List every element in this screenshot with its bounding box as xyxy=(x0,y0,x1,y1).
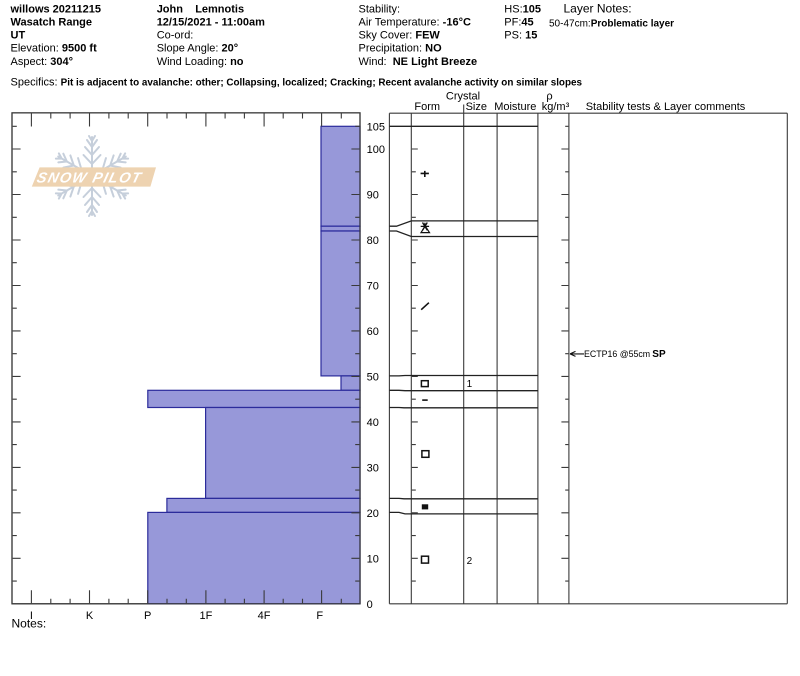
svg-text:ρ: ρ xyxy=(546,90,552,102)
svg-text:70: 70 xyxy=(367,281,379,293)
svg-text:Form: Form xyxy=(414,101,440,113)
svg-text:Sky Cover: FEW: Sky Cover: FEW xyxy=(359,30,441,42)
svg-text:Co-ord:: Co-ord: xyxy=(157,30,194,42)
svg-text:Layer Notes:: Layer Notes: xyxy=(564,2,632,16)
svg-text:PS: 15: PS: 15 xyxy=(504,30,537,42)
svg-text:10: 10 xyxy=(367,553,379,565)
svg-text:4F: 4F xyxy=(258,610,271,622)
svg-text:12/15/2021 - 11:00am: 12/15/2021 - 11:00am xyxy=(157,17,265,29)
svg-text:John Lemnotis: John Lemnotis xyxy=(157,3,244,15)
svg-text:SP: SP xyxy=(652,349,666,360)
svg-text:Wasatch Range: Wasatch Range xyxy=(11,17,93,29)
svg-text:60: 60 xyxy=(367,326,379,338)
svg-text:Wind: NE Light Breeze: Wind: NE Light Breeze xyxy=(359,56,478,68)
svg-text:2: 2 xyxy=(467,556,473,567)
svg-text:Slope Angle: 20°: Slope Angle: 20° xyxy=(157,43,238,55)
svg-text:K: K xyxy=(86,610,94,622)
svg-text:kg/m³: kg/m³ xyxy=(542,101,570,113)
svg-text:PF:45: PF:45 xyxy=(504,17,533,29)
svg-text:90: 90 xyxy=(367,190,379,202)
svg-text:100: 100 xyxy=(367,144,385,156)
svg-text:30: 30 xyxy=(367,462,379,474)
svg-text:Wind Loading: no: Wind Loading: no xyxy=(157,56,244,68)
svg-text:HS:105: HS:105 xyxy=(504,3,541,15)
svg-text:Stability tests & Layer commen: Stability tests & Layer comments xyxy=(586,101,746,113)
svg-text:Crystal: Crystal xyxy=(446,90,480,102)
svg-text:Aspect: 304°: Aspect: 304° xyxy=(11,56,74,68)
svg-text:Moisture: Moisture xyxy=(494,101,536,113)
svg-text:I: I xyxy=(30,610,33,622)
svg-text:105: 105 xyxy=(367,121,385,133)
svg-text:Air Temperature: -16°C: Air Temperature: -16°C xyxy=(359,17,471,29)
svg-text:0: 0 xyxy=(367,599,373,611)
svg-text:20: 20 xyxy=(367,508,379,520)
svg-text:40: 40 xyxy=(367,417,379,429)
svg-text:UT: UT xyxy=(11,30,26,42)
svg-text:SNOW PILOT: SNOW PILOT xyxy=(35,171,144,187)
svg-text:Stability:: Stability: xyxy=(359,3,401,15)
svg-text:50: 50 xyxy=(367,371,379,383)
svg-text:Notes:: Notes: xyxy=(12,617,47,631)
svg-text:Precipitation: NO: Precipitation: NO xyxy=(359,43,443,55)
svg-text:Specifics: Pit is adjacent to: Specifics: Pit is adjacent to avalanche:… xyxy=(11,77,583,89)
svg-text:P: P xyxy=(144,610,151,622)
svg-text:ECTP16 @55cm: ECTP16 @55cm xyxy=(584,349,650,359)
svg-text:80: 80 xyxy=(367,235,379,247)
svg-text:1F: 1F xyxy=(199,610,212,622)
svg-text:F: F xyxy=(316,610,323,622)
svg-text:Size: Size xyxy=(466,101,487,113)
svg-text:willows 20211215: willows 20211215 xyxy=(10,3,102,15)
svg-text:Elevation: 9500 ft: Elevation: 9500 ft xyxy=(11,43,98,55)
svg-text:50-47cm:Problematic layer: 50-47cm:Problematic layer xyxy=(549,19,674,30)
svg-text:1: 1 xyxy=(467,379,473,390)
